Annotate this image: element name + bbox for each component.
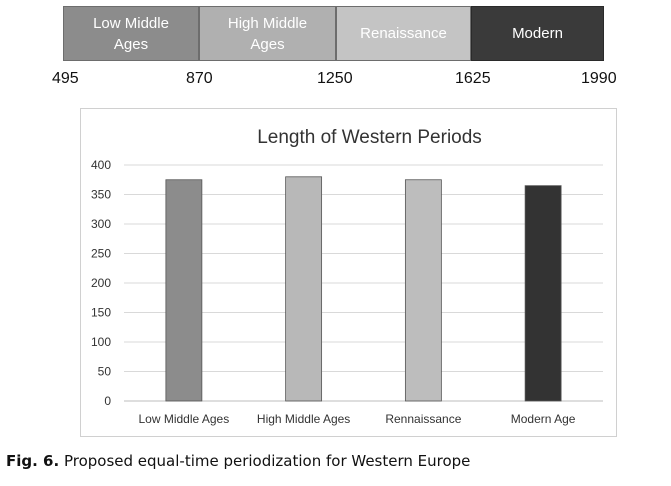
y-tick-label: 350 — [91, 188, 111, 202]
year-label: 1250 — [317, 70, 353, 87]
year-label: 495 — [52, 70, 79, 87]
y-tick-label: 400 — [91, 158, 111, 172]
period-low-middle-ages: Low Middle Ages — [63, 6, 199, 61]
period-renaissance: Renaissance — [336, 6, 471, 61]
chart-area: Length of Western Periods 0 50 100 150 200 250… — [80, 108, 617, 437]
y-tick-label: 100 — [91, 335, 111, 349]
y-tick-label: 200 — [91, 276, 111, 290]
bar — [165, 179, 203, 402]
bar — [285, 176, 323, 402]
y-tick-label: 50 — [98, 365, 112, 379]
figure-caption: Fig. 6. Proposed equal-time periodizatio… — [6, 452, 470, 470]
y-tick-label: 300 — [91, 217, 111, 231]
figure-label: Fig. 6. — [6, 452, 60, 470]
year-label: 1990 — [581, 70, 617, 87]
period-high-middle-ages: High Middle Ages — [199, 6, 336, 61]
x-tick-label: Rennaissance — [385, 412, 461, 426]
bar — [404, 179, 442, 402]
year-label: 870 — [186, 70, 213, 87]
caption-text: Proposed equal-time periodization for We… — [59, 452, 471, 470]
y-tick-label: 0 — [104, 394, 111, 408]
x-tick-label: High Middle Ages — [257, 412, 350, 426]
bar-chart: Length of Western Periods 0 50 100 150 200 250… — [91, 127, 603, 426]
bar — [524, 185, 562, 402]
year-label: 1625 — [455, 70, 491, 87]
x-tick-label: Low Middle Ages — [139, 412, 230, 426]
timeline-bar: Low Middle Ages High Middle Ages Renaissan… — [63, 6, 604, 61]
chart-title: Length of Western Periods — [257, 127, 482, 148]
period-modern: Modern — [471, 6, 604, 61]
x-tick-label: Modern Age — [511, 412, 576, 426]
y-tick-label: 250 — [91, 247, 111, 261]
y-tick-label: 150 — [91, 306, 111, 320]
